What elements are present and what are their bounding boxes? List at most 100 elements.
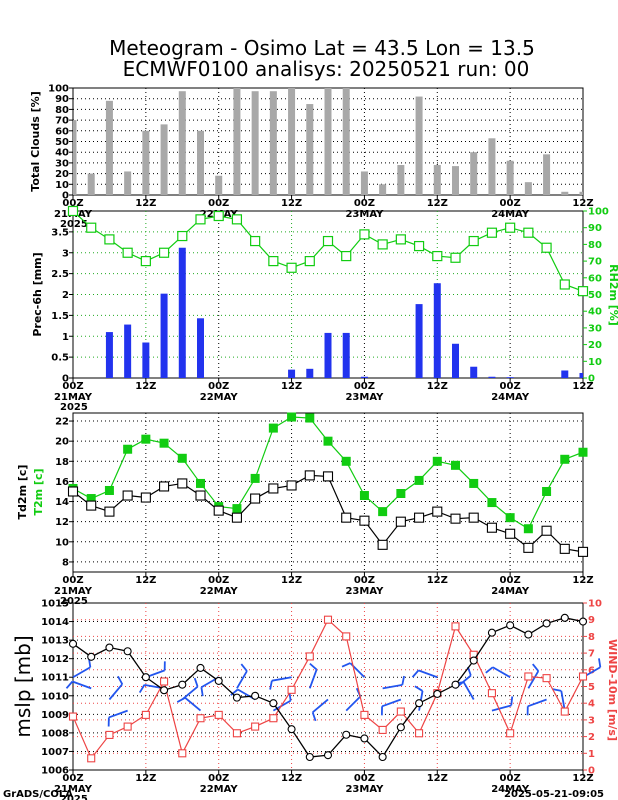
ytick-label-right: 7 xyxy=(588,649,595,660)
precip-bar xyxy=(288,369,296,378)
td2m-marker xyxy=(468,512,479,523)
xtick-label: 00Z xyxy=(208,773,229,784)
cloud-bar xyxy=(561,191,569,195)
wind-speed-marker xyxy=(87,754,96,763)
cloud-bar xyxy=(324,88,332,195)
td2m-marker xyxy=(250,493,261,504)
cloud-bar xyxy=(360,171,368,195)
xtick-label: 00Z xyxy=(208,198,229,209)
td2m-marker xyxy=(432,506,443,517)
wind-barb xyxy=(527,670,540,689)
ytick-label: 10 xyxy=(55,537,69,548)
mslp-marker xyxy=(87,652,96,661)
rh-marker xyxy=(377,239,388,250)
ytick-label-right: 4 xyxy=(588,699,595,710)
wind-speed-marker xyxy=(196,714,205,723)
xtick-label: 00Z xyxy=(62,198,83,209)
cloud-bar xyxy=(488,138,496,195)
mslp-marker xyxy=(451,680,460,689)
date-label: 21MAY xyxy=(54,586,93,597)
xtick-label: 12Z xyxy=(427,381,448,392)
td2m-marker xyxy=(231,512,242,523)
ytick-label: 16 xyxy=(55,477,69,488)
t2m-marker xyxy=(469,478,479,488)
date-label: 24MAY xyxy=(491,586,530,597)
t2m-marker xyxy=(104,485,114,495)
xtick-label: 00Z xyxy=(354,381,375,392)
td2m-marker xyxy=(341,512,352,523)
ytick-label-right: 90 xyxy=(588,223,602,234)
rh-marker xyxy=(486,227,498,238)
wind-speed-marker xyxy=(160,677,169,686)
td2m-marker xyxy=(67,486,79,497)
t2m-marker xyxy=(414,475,424,485)
xtick-label: 12Z xyxy=(427,198,448,209)
clouds-ylabel: Total Clouds [%] xyxy=(29,91,42,191)
td2m-marker xyxy=(559,543,570,554)
wind-barb-flag xyxy=(411,669,420,678)
date-label: 23MAY xyxy=(345,586,384,597)
t2m-marker xyxy=(542,486,552,496)
mslp-marker xyxy=(542,619,551,628)
wind-barb xyxy=(308,669,318,689)
rh-marker xyxy=(413,240,425,252)
cloud-bar xyxy=(142,130,150,195)
ytick-label-right: 60 xyxy=(588,273,602,284)
xtick-label: 00Z xyxy=(62,773,83,784)
wind-speed-marker xyxy=(578,672,588,681)
wind-speed-marker xyxy=(378,725,387,734)
ytick-label-right: 8 xyxy=(588,632,595,643)
td2m-marker xyxy=(159,481,170,492)
rh-marker xyxy=(140,256,151,267)
wind-barb-flag xyxy=(401,675,405,686)
wind-barb-flag xyxy=(230,688,239,696)
footer-right: 2025-05-21-09:05 xyxy=(504,789,604,800)
wind-speed-marker xyxy=(68,712,78,721)
precip-bar xyxy=(470,366,478,378)
ytick-label-right: 6 xyxy=(588,665,595,676)
wind-barb xyxy=(491,704,512,712)
xtick-label: 12Z xyxy=(135,575,156,586)
cloud-bar xyxy=(306,104,314,195)
date-label: 22MAY xyxy=(200,784,239,795)
rh-ylabel: RH2m [%] xyxy=(607,264,618,326)
td2m-marker xyxy=(523,542,534,553)
wind-speed-marker xyxy=(451,622,460,631)
cloud-bar xyxy=(397,165,405,195)
xtick-label: 00Z xyxy=(354,773,375,784)
ytick-label-right: 20 xyxy=(588,340,602,351)
td2m-ylabel: Td2m [c] xyxy=(16,465,29,520)
precip-bar xyxy=(488,376,496,378)
mslp-marker xyxy=(396,723,405,732)
wind-barb-flag xyxy=(414,685,424,692)
date-label: 24MAY xyxy=(491,392,530,403)
footer-left: GrADS/COLA xyxy=(3,789,73,800)
t2m-marker xyxy=(141,434,151,444)
t2m-marker xyxy=(523,524,533,534)
precip-ylabel: Prec-6h [mm] xyxy=(31,252,44,336)
td2m-marker xyxy=(195,490,206,501)
wind-barb xyxy=(236,670,248,689)
precip-bar xyxy=(360,376,368,378)
wind-barb-flag xyxy=(65,680,74,689)
wind-barb xyxy=(108,683,123,701)
ytick-label: 50 xyxy=(55,137,69,148)
wind-barb xyxy=(72,680,92,690)
wind-speed-marker xyxy=(232,729,241,738)
wind-speed-marker xyxy=(305,652,314,661)
wind-barb-flag xyxy=(269,680,273,690)
title-line-1: Meteogram - Osimo Lat = 43.5 Lon = 13.5 xyxy=(109,36,535,60)
rh-marker xyxy=(250,235,261,247)
ytick-label-right: 1 xyxy=(588,749,595,760)
ytick-label: 80 xyxy=(55,105,69,116)
cloud-bar xyxy=(251,91,259,195)
xtick-label: 12Z xyxy=(135,198,156,209)
mslp-marker xyxy=(378,752,387,762)
t2m-marker xyxy=(451,460,460,470)
rh-marker xyxy=(67,205,79,217)
t2m-marker xyxy=(359,491,369,501)
td2m-marker xyxy=(577,546,589,557)
cloud-bar xyxy=(73,120,77,195)
precip-bar xyxy=(160,293,168,378)
